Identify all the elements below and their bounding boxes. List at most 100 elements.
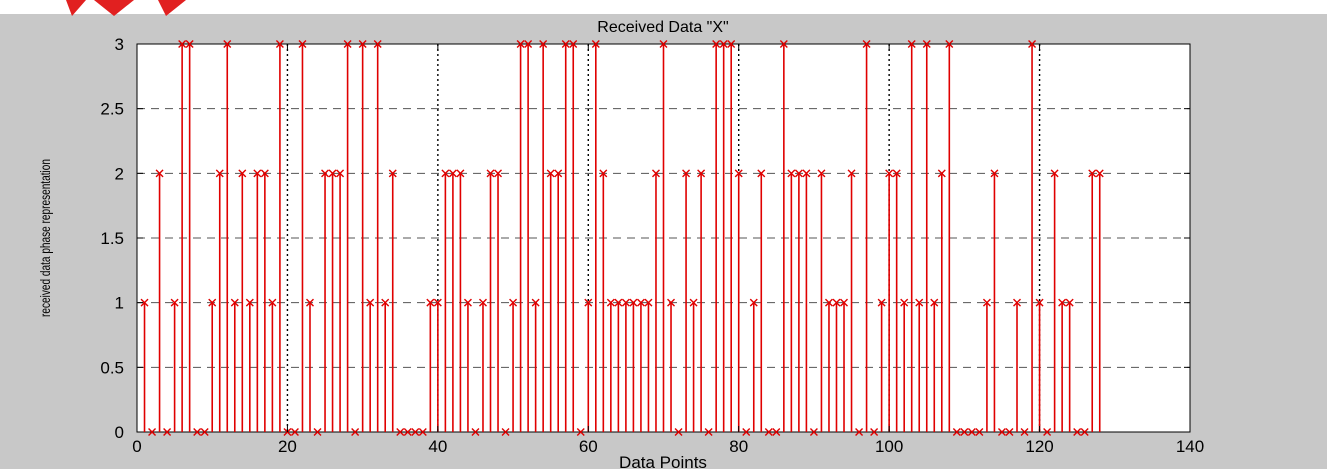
stem-marker bbox=[1050, 169, 1059, 178]
stem-marker bbox=[275, 40, 284, 48]
stem-marker bbox=[704, 428, 713, 436]
x-tick-label: 100 bbox=[875, 437, 903, 456]
document-watermark-mark bbox=[66, 0, 186, 16]
stem-marker bbox=[163, 428, 172, 436]
stem-point bbox=[621, 298, 630, 432]
stem-marker bbox=[742, 428, 751, 436]
stem-marker bbox=[433, 298, 442, 307]
stem-marker bbox=[411, 428, 420, 436]
stem-point bbox=[591, 40, 600, 432]
stem-marker bbox=[576, 428, 585, 436]
stem-point bbox=[915, 298, 924, 432]
stem-point bbox=[659, 40, 668, 432]
stem-marker bbox=[418, 428, 427, 436]
stem-point bbox=[358, 40, 367, 432]
stem-marker bbox=[463, 298, 472, 307]
stem-marker bbox=[373, 40, 382, 48]
stem-point bbox=[930, 298, 939, 432]
stem-marker bbox=[223, 40, 232, 48]
y-tick-label: 2.5 bbox=[100, 100, 124, 119]
stem-marker bbox=[531, 298, 540, 307]
stem-marker bbox=[584, 298, 593, 307]
stem-point bbox=[840, 298, 849, 432]
stem-marker bbox=[614, 298, 623, 307]
stem-point bbox=[486, 169, 495, 432]
stem-marker bbox=[253, 169, 262, 178]
stem-marker bbox=[501, 428, 510, 436]
stem-point bbox=[313, 428, 322, 436]
stem-marker bbox=[478, 298, 487, 307]
y-tick-label: 3 bbox=[115, 35, 124, 54]
stem-point bbox=[501, 428, 510, 436]
stem-point bbox=[155, 169, 164, 432]
stem-series bbox=[140, 40, 1104, 436]
stem-point bbox=[321, 169, 330, 432]
stem-marker bbox=[471, 428, 480, 436]
grid bbox=[137, 108, 1190, 368]
stem-marker bbox=[824, 298, 833, 307]
stem-marker bbox=[1005, 428, 1014, 436]
stem-marker bbox=[606, 298, 615, 307]
stem-point bbox=[200, 428, 209, 436]
y-tick-label: 1 bbox=[115, 294, 124, 313]
stem-point bbox=[539, 40, 548, 432]
stem-point bbox=[208, 298, 217, 432]
stem-marker bbox=[802, 169, 811, 178]
stem-point bbox=[900, 298, 909, 432]
stem-marker bbox=[178, 40, 187, 48]
stem-point bbox=[268, 298, 277, 432]
stem-marker bbox=[396, 428, 405, 436]
stem-marker bbox=[840, 298, 849, 307]
stem-point bbox=[809, 428, 818, 436]
stem-marker bbox=[997, 428, 1006, 436]
stem-marker bbox=[561, 40, 570, 48]
stem-point bbox=[1073, 428, 1082, 436]
chart-title: Received Data "X" bbox=[597, 19, 728, 36]
stem-marker bbox=[779, 40, 788, 48]
stem-marker bbox=[591, 40, 600, 48]
stem-point bbox=[802, 169, 811, 432]
x-tick-label: 80 bbox=[729, 437, 748, 456]
stem-marker bbox=[569, 40, 578, 48]
stem-point bbox=[606, 298, 615, 432]
stem-marker bbox=[847, 169, 856, 178]
y-tick-label: 0.5 bbox=[100, 358, 124, 377]
stem-point bbox=[742, 428, 751, 436]
stem-point bbox=[772, 428, 781, 436]
stem-point bbox=[336, 169, 345, 432]
stem-marker bbox=[975, 428, 984, 436]
stem-point bbox=[418, 428, 427, 436]
stem-point bbox=[351, 428, 360, 436]
x-tick-label: 60 bbox=[579, 437, 598, 456]
stem-point bbox=[922, 40, 931, 432]
stem-marker bbox=[336, 169, 345, 178]
stem-point bbox=[1020, 428, 1029, 436]
stem-point bbox=[554, 169, 563, 432]
stem-marker bbox=[185, 40, 194, 48]
stem-point bbox=[870, 428, 879, 436]
stem-point bbox=[546, 169, 555, 432]
stem-marker bbox=[719, 40, 728, 48]
stem-point bbox=[997, 428, 1006, 436]
stem-marker bbox=[313, 428, 322, 436]
stem-point bbox=[494, 169, 503, 432]
stem-point bbox=[1095, 169, 1104, 432]
stem-point bbox=[937, 169, 946, 432]
stem-point bbox=[764, 428, 773, 436]
x-tick-label: 140 bbox=[1176, 437, 1204, 456]
stem-marker bbox=[539, 40, 548, 48]
x-tick-label: 120 bbox=[1025, 437, 1053, 456]
stem-marker bbox=[238, 169, 247, 178]
stem-point bbox=[1058, 298, 1067, 432]
stem-marker bbox=[1088, 169, 1097, 178]
stem-marker bbox=[599, 169, 608, 178]
stem-point bbox=[817, 169, 826, 432]
stem-marker bbox=[193, 428, 202, 436]
stem-point bbox=[667, 298, 676, 432]
stem-marker bbox=[1080, 428, 1089, 436]
stem-point bbox=[734, 169, 743, 432]
stem-marker bbox=[215, 169, 224, 178]
stem-point bbox=[576, 428, 585, 436]
stem-marker bbox=[148, 428, 157, 436]
